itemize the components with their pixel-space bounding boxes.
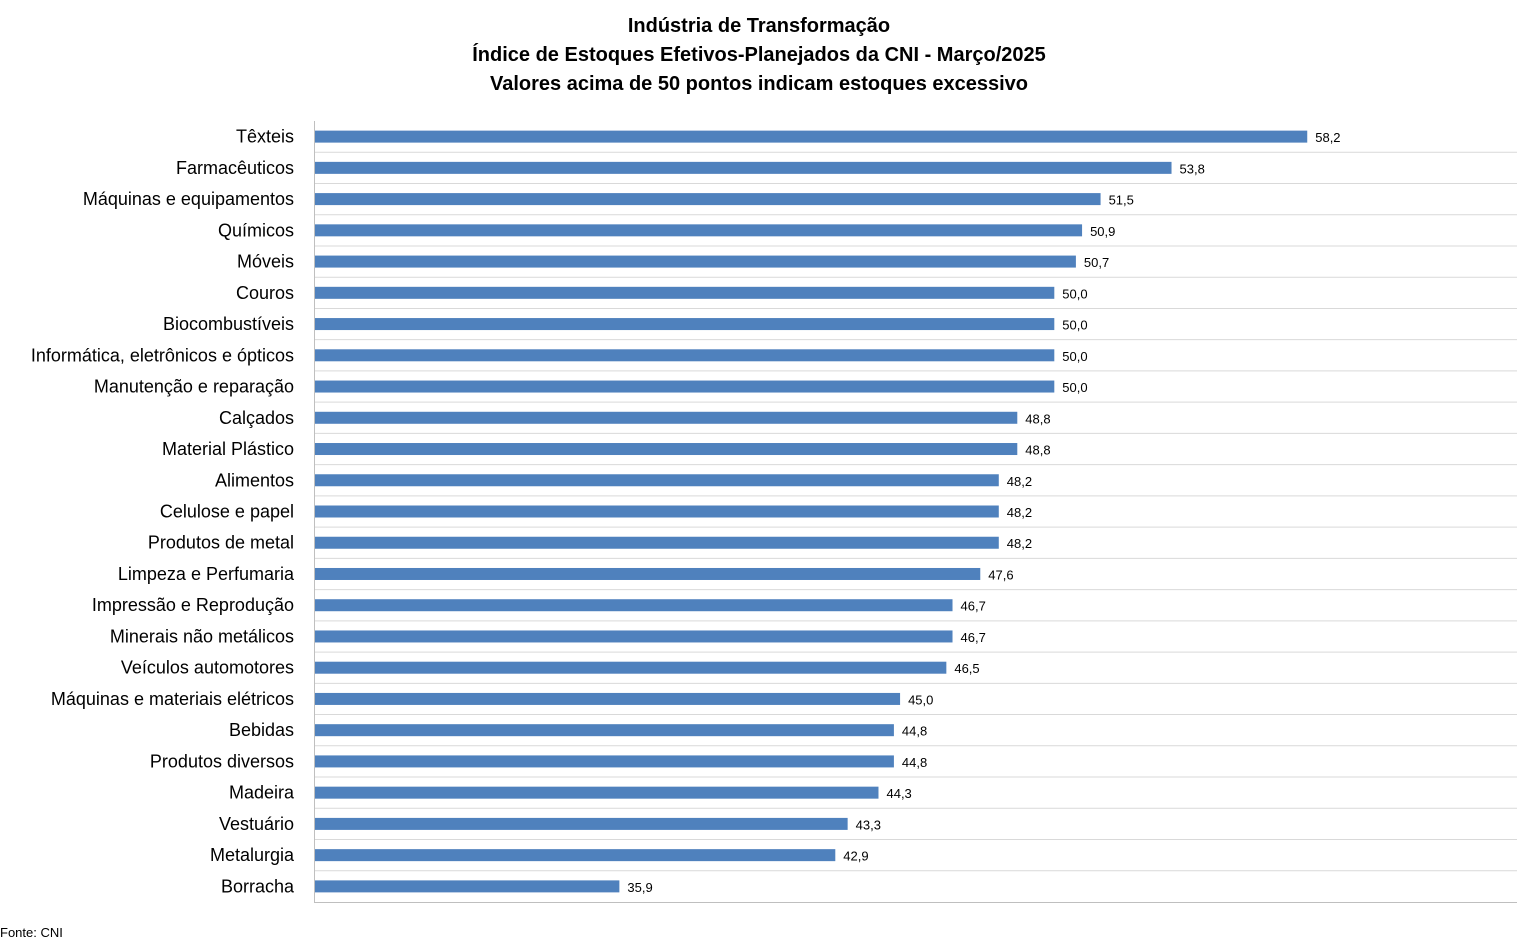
category-label: Material Plástico [162,439,294,459]
bar [314,630,953,643]
bar [314,661,947,674]
data-label: 48,2 [1007,474,1032,489]
data-label: 44,8 [902,755,927,770]
bar [314,411,1018,424]
data-label: 48,8 [1025,443,1050,458]
chart-title: Indústria de Transformação Índice de Est… [0,12,1518,99]
category-label: Químicos [218,220,294,240]
data-label: 50,0 [1062,286,1087,301]
category-label: Bebidas [229,720,294,740]
data-label: 43,3 [856,817,881,832]
data-label: 45,0 [908,692,933,707]
bar [314,443,1018,456]
data-label: 53,8 [1180,161,1205,176]
data-label: 46,7 [961,599,986,614]
category-label: Farmacêuticos [176,158,294,178]
chart-title-line-3: Valores acima de 50 pontos indicam estoq… [489,73,1029,95]
value-labels: 58,2 53,8 51,5 50,9 50,7 50,0 50,0 50,0 50,0 48,8… [627,130,1340,895]
bar [314,474,999,487]
category-label: Manutenção e reparação [94,377,294,397]
category-label: Têxteis [236,127,294,147]
category-label: Produtos de metal [148,533,294,553]
data-label: 50,0 [1062,380,1087,395]
category-label: Impressão e Reprodução [92,595,294,615]
category-label: Couros [236,283,294,303]
bar [314,817,848,830]
data-label: 48,2 [1007,505,1032,520]
bar [314,567,981,580]
data-label: 44,3 [886,786,911,801]
category-labels: Têxteis Farmacêuticos Máquinas e equipamen… [31,127,295,897]
category-label: Informática, eletrônicos e ópticos [31,345,294,365]
category-label: Calçados [219,408,294,428]
bar [314,505,999,518]
category-label: Minerais não metálicos [110,626,294,646]
bars [314,130,1308,893]
data-label: 50,9 [1090,224,1115,239]
data-label: 51,5 [1109,193,1134,208]
data-label: 46,7 [961,630,986,645]
bar [314,193,1101,206]
bar [314,161,1172,174]
category-label: Veículos automotores [121,658,294,678]
bar [314,130,1308,143]
data-label: 58,2 [1315,130,1340,145]
category-label: Limpeza e Perfumaria [118,564,295,584]
category-label: Metalurgia [210,845,295,865]
bar [314,755,894,768]
bar [314,880,620,893]
bar [314,786,879,799]
data-label: 48,8 [1025,411,1050,426]
bar [314,724,894,737]
data-label: 35,9 [627,880,652,895]
category-label: Máquinas e materiais elétricos [51,689,294,709]
data-label: 47,6 [988,567,1013,582]
category-label: Borracha [221,876,295,896]
category-label: Madeira [229,783,295,803]
bar [314,224,1083,237]
bar [314,692,901,705]
category-label: Produtos diversos [150,751,294,771]
bar [314,849,836,862]
bar [314,255,1076,268]
category-label: Alimentos [215,470,294,490]
data-label: 44,8 [902,724,927,739]
axes [314,121,1517,903]
source-note: Fonte: CNI [0,925,63,940]
category-label: Máquinas e equipamentos [83,189,294,209]
category-label: Celulose e papel [160,502,294,522]
data-label: 46,5 [954,661,979,676]
data-label: 50,0 [1062,349,1087,364]
data-label: 42,9 [843,849,868,864]
gridlines [314,151,1517,872]
bar [314,318,1055,331]
bar [314,380,1055,393]
chart-title-line-1: Indústria de Transformação [627,15,891,37]
data-label: 48,2 [1007,536,1032,551]
bar [314,536,999,549]
bar [314,286,1055,299]
data-label: 50,7 [1084,255,1109,270]
bar [314,349,1055,362]
bar [314,599,953,612]
category-label: Móveis [237,252,294,272]
category-label: Biocombustíveis [163,314,294,334]
data-label: 50,0 [1062,318,1087,333]
chart-title-line-2: Índice de Estoques Efetivos-Planejados d… [472,44,1046,66]
category-label: Vestuário [219,814,294,834]
